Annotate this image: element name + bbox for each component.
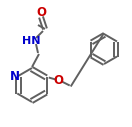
Text: N: N <box>10 69 20 83</box>
Text: O: O <box>36 6 46 20</box>
Text: HN: HN <box>22 36 40 46</box>
Text: O: O <box>54 74 64 87</box>
